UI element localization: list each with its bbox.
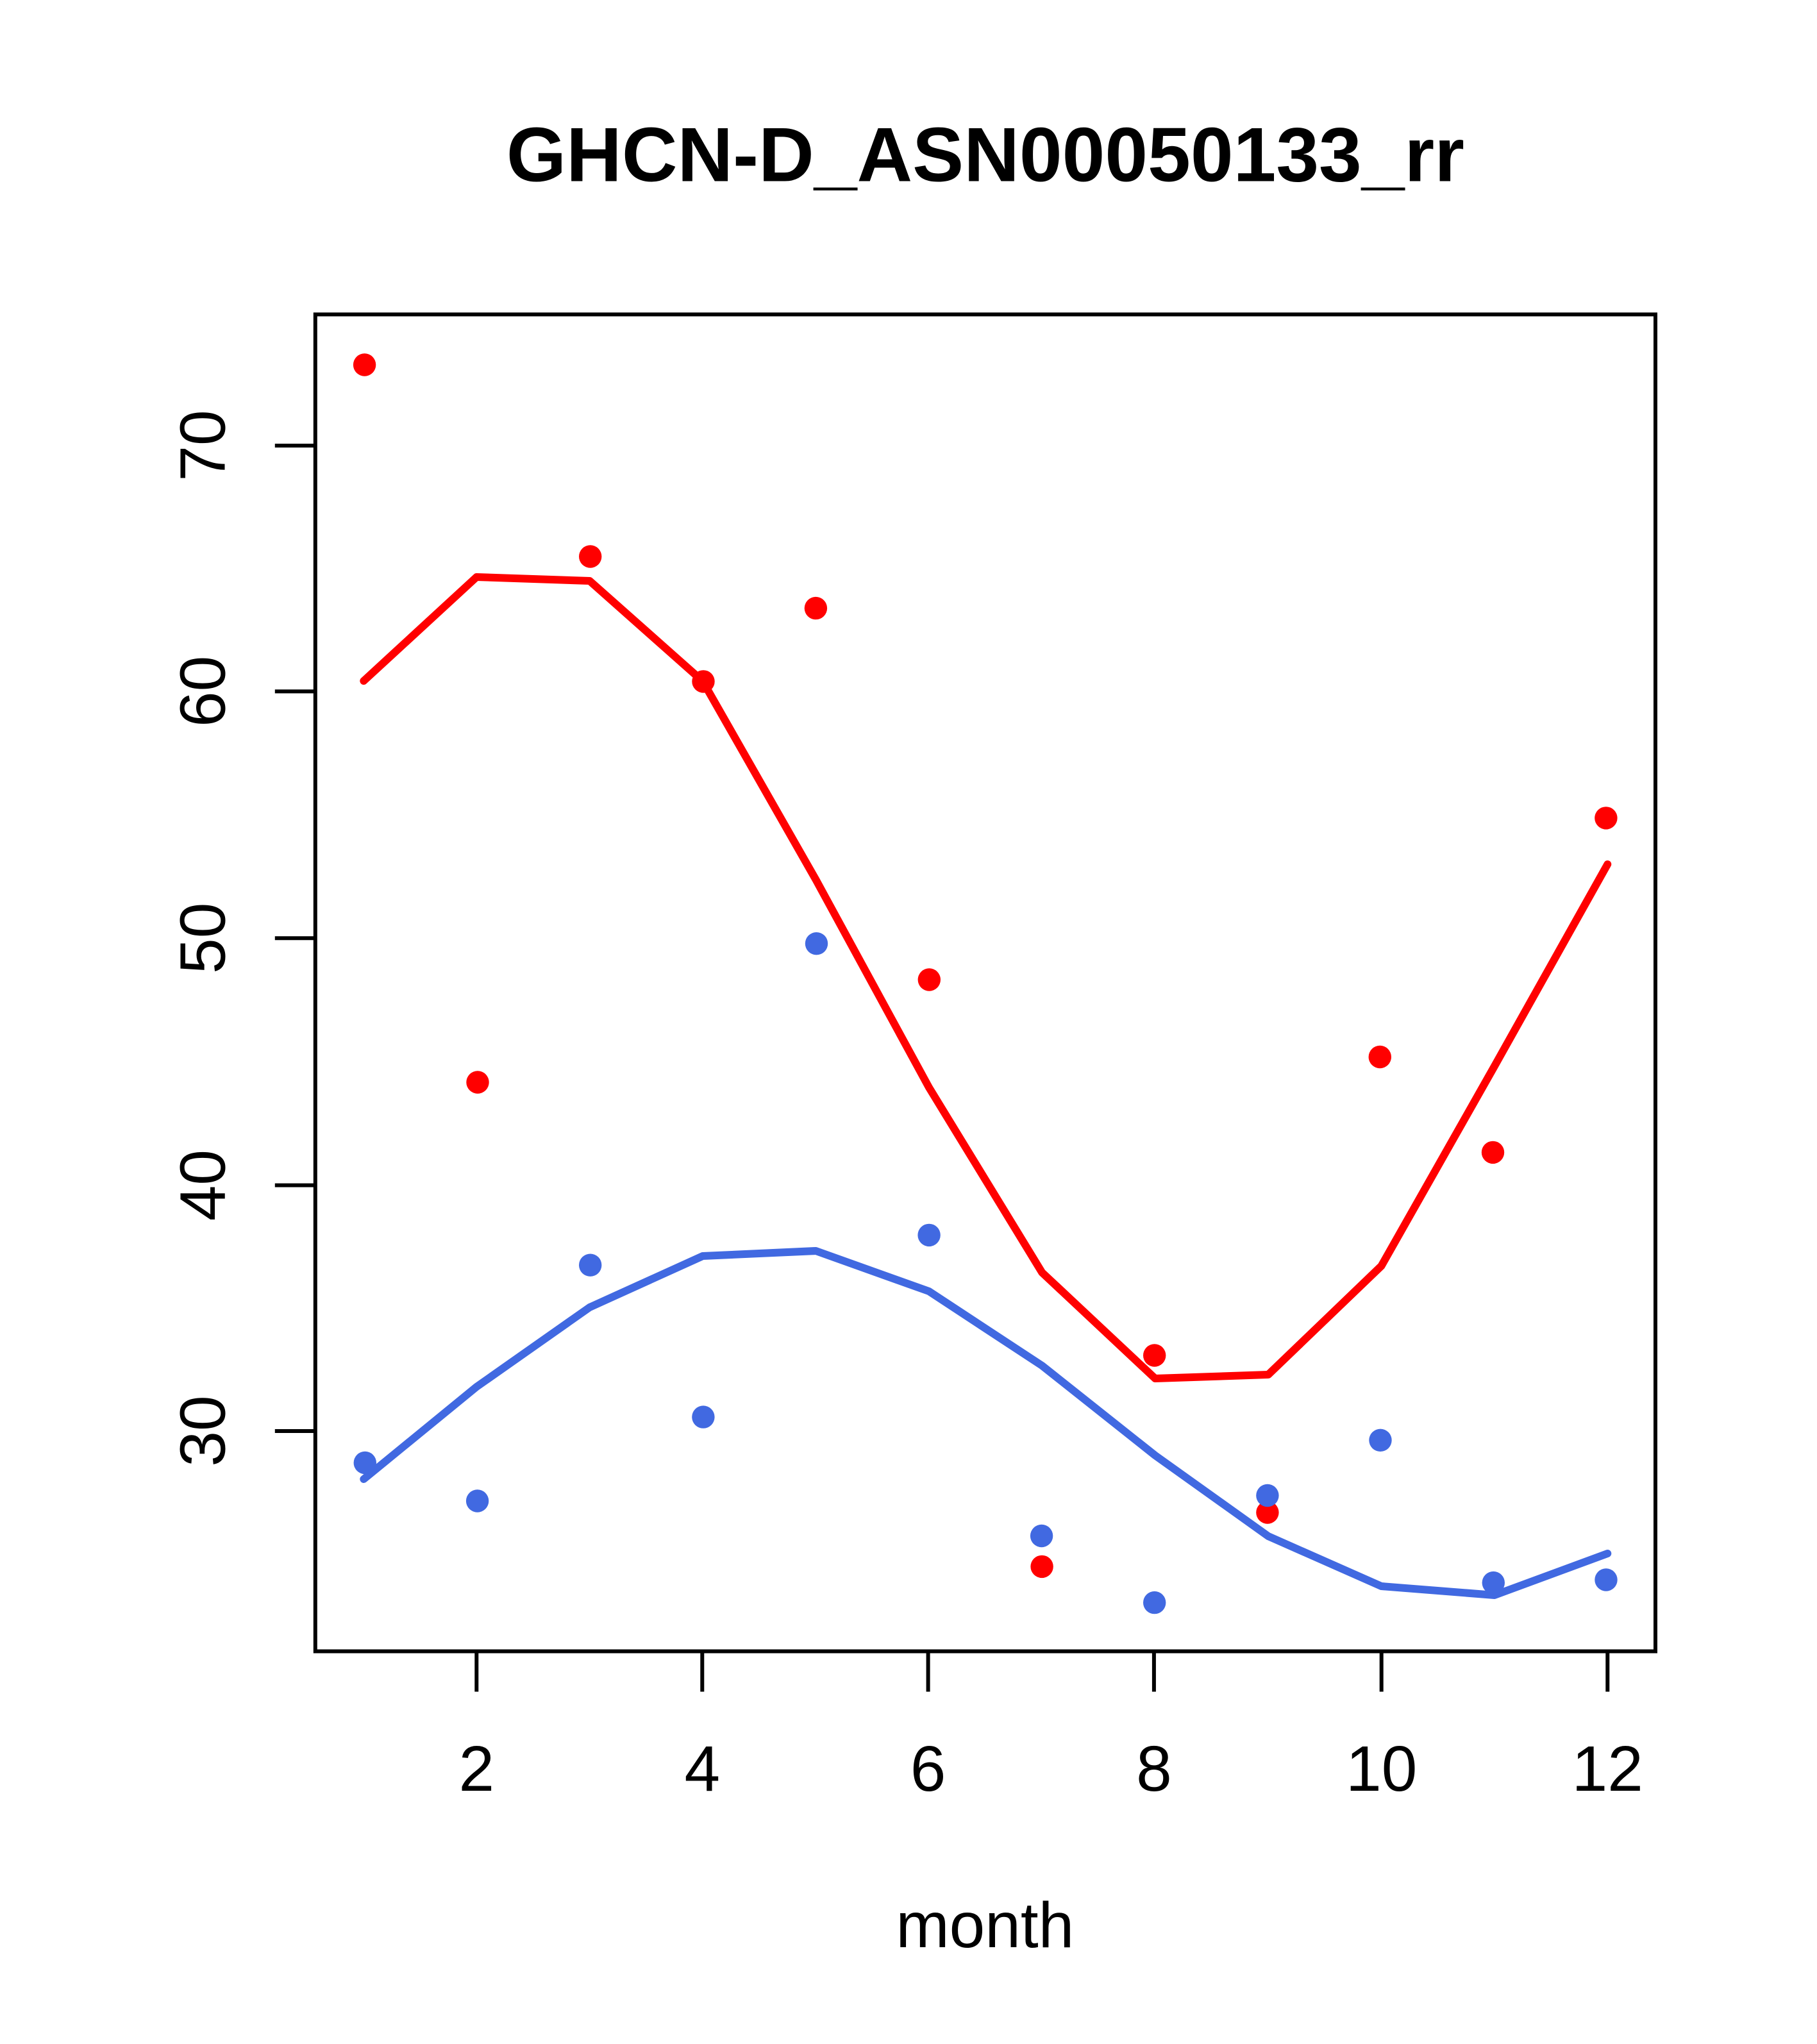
svg-text:GHCN-D_ASN00050133_rr: GHCN-D_ASN00050133_rr [507,112,1464,198]
svg-text:month: month [896,1889,1074,1961]
svg-text:60: 60 [167,656,239,727]
svg-text:70: 70 [167,410,239,481]
svg-text:2: 2 [458,1733,494,1805]
svg-text:8: 8 [1136,1733,1172,1805]
svg-text:30: 30 [167,1395,239,1466]
svg-text:4: 4 [684,1733,720,1805]
svg-text:40: 40 [167,1150,239,1221]
svg-text:6: 6 [910,1733,946,1805]
svg-text:50: 50 [167,903,239,974]
svg-text:12: 12 [1572,1733,1643,1805]
svg-text:10: 10 [1346,1733,1417,1805]
